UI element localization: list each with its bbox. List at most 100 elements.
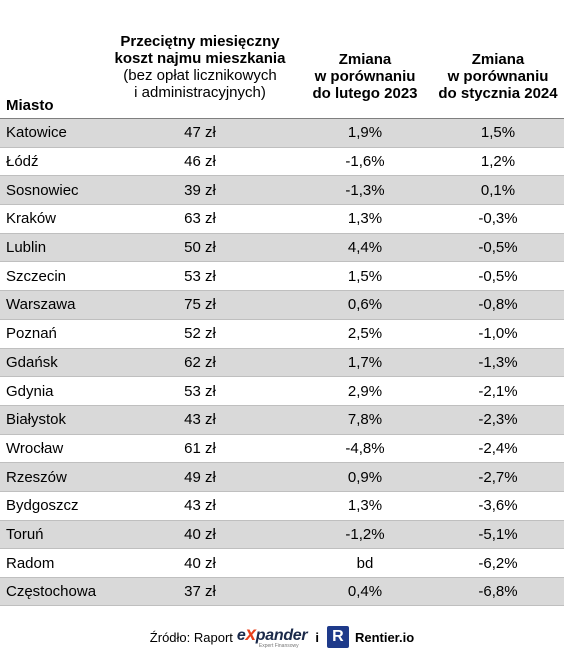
expander-tagline: Expert Finansowy bbox=[258, 643, 299, 649]
cell-city: Radom bbox=[6, 554, 55, 572]
cell-change-feb: -4,8% bbox=[345, 439, 385, 457]
header-jan-line3: do stycznia 2024 bbox=[438, 85, 558, 102]
header-change-jan: Zmiana w porównaniu do stycznia 2024 bbox=[432, 51, 564, 102]
cell-change-feb: -1,2% bbox=[345, 525, 385, 543]
table-row: Radom 40 zł bd -6,2% bbox=[0, 548, 564, 577]
table-row: Poznań 52 zł 2,5% -1,0% bbox=[0, 318, 564, 348]
table-row: Szczecin 53 zł 1,5% -0,5% bbox=[0, 261, 564, 290]
cell-city: Kraków bbox=[6, 210, 57, 228]
header-cost: Przeciętny miesięczny koszt najmu mieszk… bbox=[100, 33, 300, 101]
table-row: Bydgoszcz 43 zł 1,3% -3,6% bbox=[0, 490, 564, 520]
cell-change-jan: -2,4% bbox=[478, 439, 518, 457]
table-row: Warszawa 75 zł 0,6% -0,8% bbox=[0, 290, 564, 319]
header-feb-line2: w porównaniu bbox=[314, 68, 416, 85]
table-row: Sosnowiec 39 zł -1,3% 0,1% bbox=[0, 175, 564, 205]
cell-change-jan: -2,3% bbox=[478, 411, 518, 429]
cell-change-jan: -2,1% bbox=[478, 382, 518, 400]
cell-city: Lublin bbox=[6, 239, 47, 257]
header-jan-line1: Zmiana bbox=[471, 51, 525, 68]
cell-city: Bydgoszcz bbox=[6, 497, 79, 515]
cell-change-feb: 2,5% bbox=[347, 325, 383, 343]
rentier-logo-icon: R bbox=[326, 626, 349, 648]
cell-change-jan: -0,3% bbox=[478, 210, 518, 228]
header-feb-line1: Zmiana bbox=[338, 51, 392, 68]
cell-change-feb: 1,5% bbox=[347, 267, 383, 285]
header-change-feb: Zmiana w porównaniu do lutego 2023 bbox=[296, 51, 434, 102]
cell-change-jan: -1,3% bbox=[478, 353, 518, 371]
cell-city: Częstochowa bbox=[6, 582, 97, 600]
header-jan-line2: w porównaniu bbox=[447, 68, 549, 85]
cell-cost: 46 zł bbox=[184, 153, 216, 171]
cell-cost: 61 zł bbox=[184, 439, 216, 457]
cell-city: Gdańsk bbox=[6, 353, 58, 371]
rentier-name: Rentier.io bbox=[354, 629, 415, 645]
cell-city: Poznań bbox=[6, 325, 57, 343]
cell-city: Sosnowiec bbox=[6, 181, 79, 199]
table-row: Rzeszów 49 zł 0,9% -2,7% bbox=[0, 462, 564, 491]
header-cost-line4: i administracyjnych) bbox=[134, 84, 266, 101]
cell-city: Gdynia bbox=[6, 382, 54, 400]
table-row: Wrocław 61 zł -4,8% -2,4% bbox=[0, 433, 564, 463]
cell-city: Katowice bbox=[6, 124, 67, 142]
header-cost-line1: Przeciętny miesięczny bbox=[120, 33, 280, 50]
cell-change-jan: -5,1% bbox=[478, 525, 518, 543]
table-row: Kraków 63 zł 1,3% -0,3% bbox=[0, 204, 564, 233]
cell-change-jan: -2,7% bbox=[478, 468, 518, 486]
cell-change-jan: -3,6% bbox=[478, 497, 518, 515]
cell-change-jan: -0,8% bbox=[478, 296, 518, 314]
cell-change-feb: 1,7% bbox=[347, 353, 383, 371]
cell-city: Warszawa bbox=[6, 296, 76, 314]
table-row: Gdynia 53 zł 2,9% -2,1% bbox=[0, 376, 564, 405]
cell-change-jan: 0,1% bbox=[480, 181, 516, 199]
header-cost-line2: koszt najmu mieszkania bbox=[114, 50, 286, 67]
cell-cost: 50 zł bbox=[184, 239, 216, 257]
expander-wordmark: expander bbox=[236, 624, 308, 645]
cell-change-jan: -0,5% bbox=[478, 267, 518, 285]
table-row: Gdańsk 62 zł 1,7% -1,3% bbox=[0, 347, 564, 377]
cell-cost: 40 zł bbox=[184, 525, 216, 543]
cell-change-feb: 0,6% bbox=[347, 296, 383, 314]
cell-change-feb: 1,9% bbox=[347, 124, 383, 142]
cell-cost: 39 zł bbox=[184, 181, 216, 199]
header-city: Miasto bbox=[6, 97, 54, 114]
cell-cost: 52 zł bbox=[184, 325, 216, 343]
rent-table: Miasto Przeciętny miesięczny koszt najmu… bbox=[0, 0, 564, 606]
cell-cost: 62 zł bbox=[184, 353, 216, 371]
table-row: Częstochowa 37 zł 0,4% -6,8% bbox=[0, 577, 564, 606]
source-label: Źródło: Raport bbox=[149, 629, 233, 645]
cell-change-feb: bd bbox=[356, 554, 374, 572]
cell-cost: 75 zł bbox=[184, 296, 216, 314]
table-header: Miasto Przeciętny miesięczny koszt najmu… bbox=[0, 0, 564, 118]
cell-change-feb: 1,3% bbox=[347, 210, 383, 228]
table-row: Białystok 43 zł 7,8% -2,3% bbox=[0, 404, 564, 434]
expander-logo: expander Expert Finansowy bbox=[236, 624, 308, 649]
cell-city: Rzeszów bbox=[6, 468, 67, 486]
cell-city: Szczecin bbox=[6, 267, 67, 285]
header-cost-line3: (bez opłat licznikowych bbox=[123, 67, 277, 84]
cell-change-feb: 0,4% bbox=[347, 582, 383, 600]
cell-change-feb: 2,9% bbox=[347, 382, 383, 400]
cell-city: Łódź bbox=[6, 153, 39, 171]
table-body: Katowice 47 zł 1,9% 1,5% Łódź 46 zł -1,6% 1,2% S… bbox=[0, 118, 564, 606]
cell-cost: 37 zł bbox=[184, 582, 216, 600]
cell-cost: 43 zł bbox=[184, 411, 216, 429]
cell-city: Białystok bbox=[6, 411, 67, 429]
cell-cost: 47 zł bbox=[184, 124, 216, 142]
cell-change-jan: 1,5% bbox=[480, 124, 516, 142]
cell-change-jan: -1,0% bbox=[478, 325, 518, 343]
cell-change-feb: 1,3% bbox=[347, 497, 383, 515]
cell-change-jan: -0,5% bbox=[478, 239, 518, 257]
source-conjunction: i bbox=[315, 629, 319, 645]
table-row: Łódź 46 zł -1,6% 1,2% bbox=[0, 146, 564, 176]
cell-city: Wrocław bbox=[6, 439, 64, 457]
table-row: Lublin 50 zł 4,4% -0,5% bbox=[0, 232, 564, 262]
source-footer: Źródło: Raport expander Expert Finansowy… bbox=[0, 622, 564, 652]
header-feb-line3: do lutego 2023 bbox=[312, 85, 418, 102]
table-row: Toruń 40 zł -1,2% -5,1% bbox=[0, 519, 564, 549]
cell-change-feb: -1,3% bbox=[345, 181, 385, 199]
table-row: Katowice 47 zł 1,9% 1,5% bbox=[0, 118, 564, 147]
cell-cost: 43 zł bbox=[184, 497, 216, 515]
cell-change-feb: 0,9% bbox=[347, 468, 383, 486]
cell-change-jan: -6,8% bbox=[478, 582, 518, 600]
cell-change-feb: 4,4% bbox=[347, 239, 383, 257]
